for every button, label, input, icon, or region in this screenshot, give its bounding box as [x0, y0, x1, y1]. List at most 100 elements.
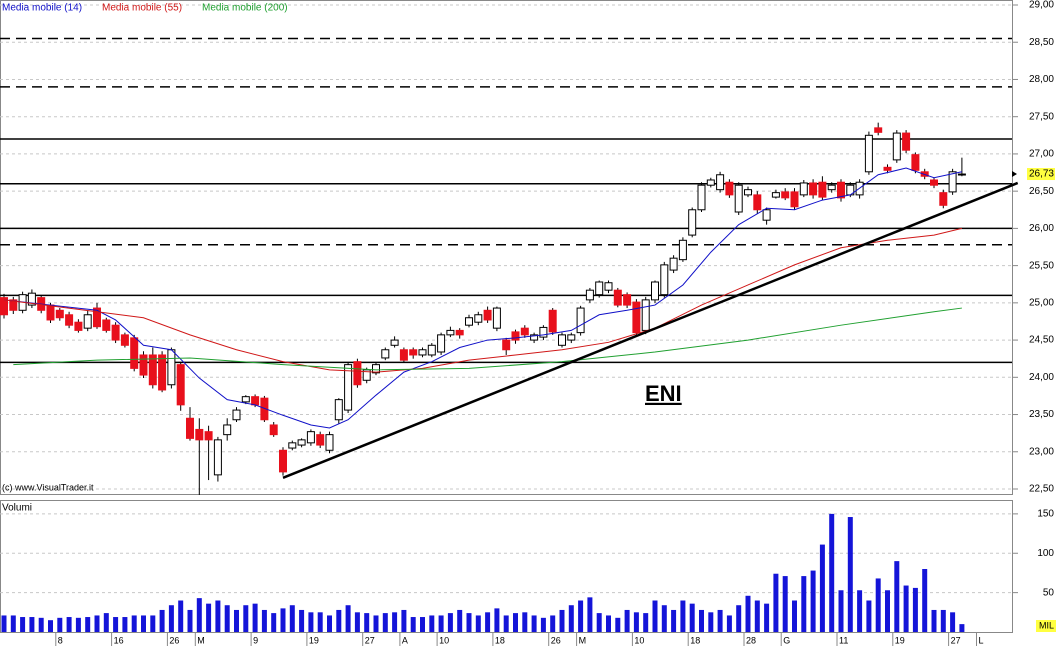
- unit-label: MIL: [1039, 620, 1054, 630]
- x-tick-label: 9: [253, 635, 258, 645]
- panel-title: Volumi: [2, 503, 32, 514]
- volume-bar: [903, 585, 909, 632]
- candle-body: [948, 171, 957, 193]
- candle-body: [9, 299, 18, 311]
- candle-body: [167, 349, 176, 386]
- candle-body: [111, 324, 120, 341]
- candle-body: [520, 327, 529, 336]
- candle-body: [409, 349, 418, 356]
- candle-body: [651, 281, 659, 301]
- volume-bar: [940, 609, 946, 632]
- volume-bar: [234, 609, 239, 632]
- trendline: [282, 181, 1019, 479]
- candle-body: [186, 417, 194, 439]
- volume-bar: [801, 576, 807, 632]
- x-tick-label: 16: [114, 635, 124, 645]
- volume-bar: [75, 617, 81, 632]
- volume-bar: [131, 615, 137, 632]
- unit-box: [1036, 620, 1056, 632]
- volume-bar: [327, 615, 332, 632]
- volume-bar: [1, 615, 7, 632]
- volume-bar: [299, 609, 305, 632]
- candle-body: [390, 339, 399, 346]
- volume-bar: [475, 615, 481, 632]
- volume-bar: [689, 603, 695, 632]
- x-tick-label: 10: [634, 635, 644, 645]
- volume-bar: [596, 613, 602, 632]
- candle-body: [558, 334, 566, 346]
- volume-bar: [373, 615, 379, 632]
- x-tick-label: 19: [309, 635, 319, 645]
- volume-bar: [894, 561, 900, 632]
- volume-bar: [680, 600, 686, 632]
- volume-bar: [838, 590, 844, 632]
- x-tick-label: G: [783, 635, 790, 645]
- y-tick-label: 27,50: [1029, 111, 1054, 122]
- candle-body: [93, 307, 101, 328]
- candle-body: [455, 329, 464, 336]
- volume-bar: [168, 605, 174, 632]
- volume-bar: [717, 609, 723, 632]
- candle-body: [874, 127, 883, 133]
- candle-body: [716, 174, 725, 191]
- volume-bar: [317, 612, 323, 632]
- x-tick-label: M: [579, 635, 587, 645]
- candle-body: [725, 181, 734, 196]
- volume-bar: [522, 612, 528, 632]
- volume-bar: [85, 617, 91, 632]
- candle-body: [883, 166, 892, 171]
- volume-bar: [829, 513, 835, 632]
- moving-average: [13, 307, 962, 371]
- volume-bar: [708, 612, 714, 632]
- candle-body: [697, 184, 706, 211]
- volume-bar: [20, 617, 26, 632]
- candle-body: [902, 132, 911, 151]
- candle-body: [911, 154, 920, 171]
- volume-bar: [773, 573, 779, 632]
- x-tick-label: 8: [58, 635, 63, 645]
- y-tick-label: 29,00: [1029, 0, 1054, 11]
- x-tick-label: 19: [895, 635, 905, 645]
- volume-bar: [261, 609, 267, 632]
- candle-body: [353, 361, 362, 386]
- credit: (c) www.VisualTrader.it: [2, 482, 94, 492]
- candle-body: [781, 191, 790, 199]
- moving-average: [3, 227, 963, 373]
- candle-body: [102, 319, 111, 331]
- candle-body: [799, 182, 808, 196]
- candle-body: [241, 396, 250, 403]
- y-tick-label: 28,00: [1029, 74, 1054, 85]
- candle-body: [139, 354, 148, 376]
- volume-bar: [447, 613, 453, 632]
- volume-bar: [345, 605, 351, 632]
- volume-bar: [922, 569, 928, 632]
- volume-bar: [48, 620, 53, 632]
- volume-bar: [847, 517, 853, 632]
- last-price-tag: [1027, 168, 1055, 181]
- y-tick-label: 24,50: [1029, 335, 1054, 346]
- volume-bar: [206, 603, 212, 632]
- volume-bar: [912, 587, 918, 632]
- volume-bar: [113, 617, 119, 632]
- y-tick-label: 22,50: [1029, 484, 1054, 495]
- candle-body: [325, 434, 334, 451]
- candle-body: [269, 424, 278, 436]
- volume-bar: [94, 615, 100, 632]
- candle-body: [381, 349, 390, 359]
- x-tick-label: 18: [690, 635, 700, 645]
- candle-body: [0, 297, 8, 316]
- candle-body: [483, 309, 492, 321]
- volume-bar: [178, 600, 184, 632]
- volume-bar: [420, 617, 425, 632]
- candle-body: [818, 181, 827, 198]
- candle-body: [623, 294, 632, 306]
- candle-body: [334, 399, 343, 421]
- y-tick-label: 25,50: [1029, 260, 1054, 271]
- candle-body: [83, 314, 92, 329]
- volume-bar: [624, 609, 630, 632]
- volume-bar: [466, 613, 472, 632]
- candle-body: [362, 369, 371, 381]
- volume-bar: [950, 612, 956, 632]
- volume-bar: [122, 617, 128, 632]
